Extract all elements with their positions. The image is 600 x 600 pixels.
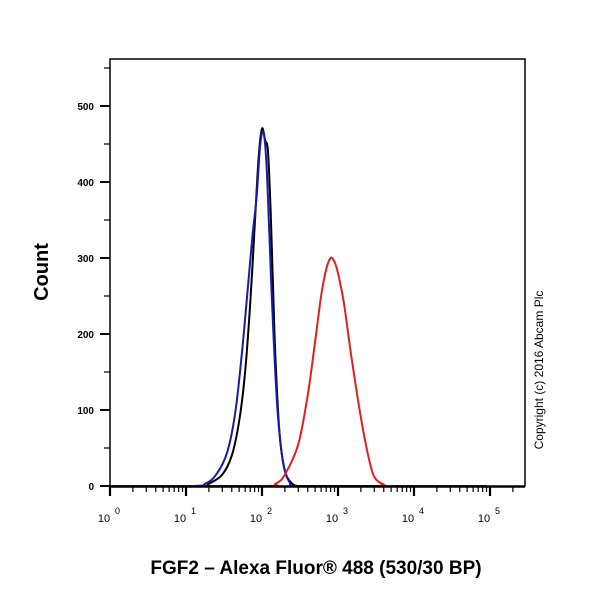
x-tick-label: 10 [174,513,186,525]
y-tick-label: 400 [77,178,94,189]
y-axis-title: Count [31,243,53,301]
x-tick-label: 10 [402,513,414,525]
x-tick-exponent: 0 [115,506,120,516]
x-tick-label: 10 [250,513,262,525]
x-tick-label: 10 [326,513,338,525]
x-tick-exponent: 5 [495,506,500,516]
x-tick-exponent: 4 [419,506,424,516]
y-axis: 0 100 200 300 400 500 [77,67,110,493]
y-tick-label: 0 [88,482,94,493]
copyright-annotation: Copyright (c) 2016 Abcam Plc [532,291,546,450]
y-tick-label: 200 [77,330,94,341]
series-line-1 [110,130,486,488]
x-tick-label: 10 [478,513,490,525]
series-line-2 [110,256,486,488]
x-tick-exponent: 3 [343,506,348,516]
y-tick-label: 300 [77,254,94,265]
x-tick-label: 10 [98,513,110,525]
x-axis-title: FGF2 – Alexa Fluor® 488 (530/30 BP) [150,558,481,579]
x-axis: 10 0 10 1 10 2 10 3 10 4 10 5 [98,486,525,525]
y-tick-label: 500 [77,102,94,113]
plot-frame [109,58,526,487]
x-tick-exponent: 1 [191,506,196,516]
x-tick-exponent: 2 [267,506,272,516]
y-tick-label: 100 [77,406,94,417]
